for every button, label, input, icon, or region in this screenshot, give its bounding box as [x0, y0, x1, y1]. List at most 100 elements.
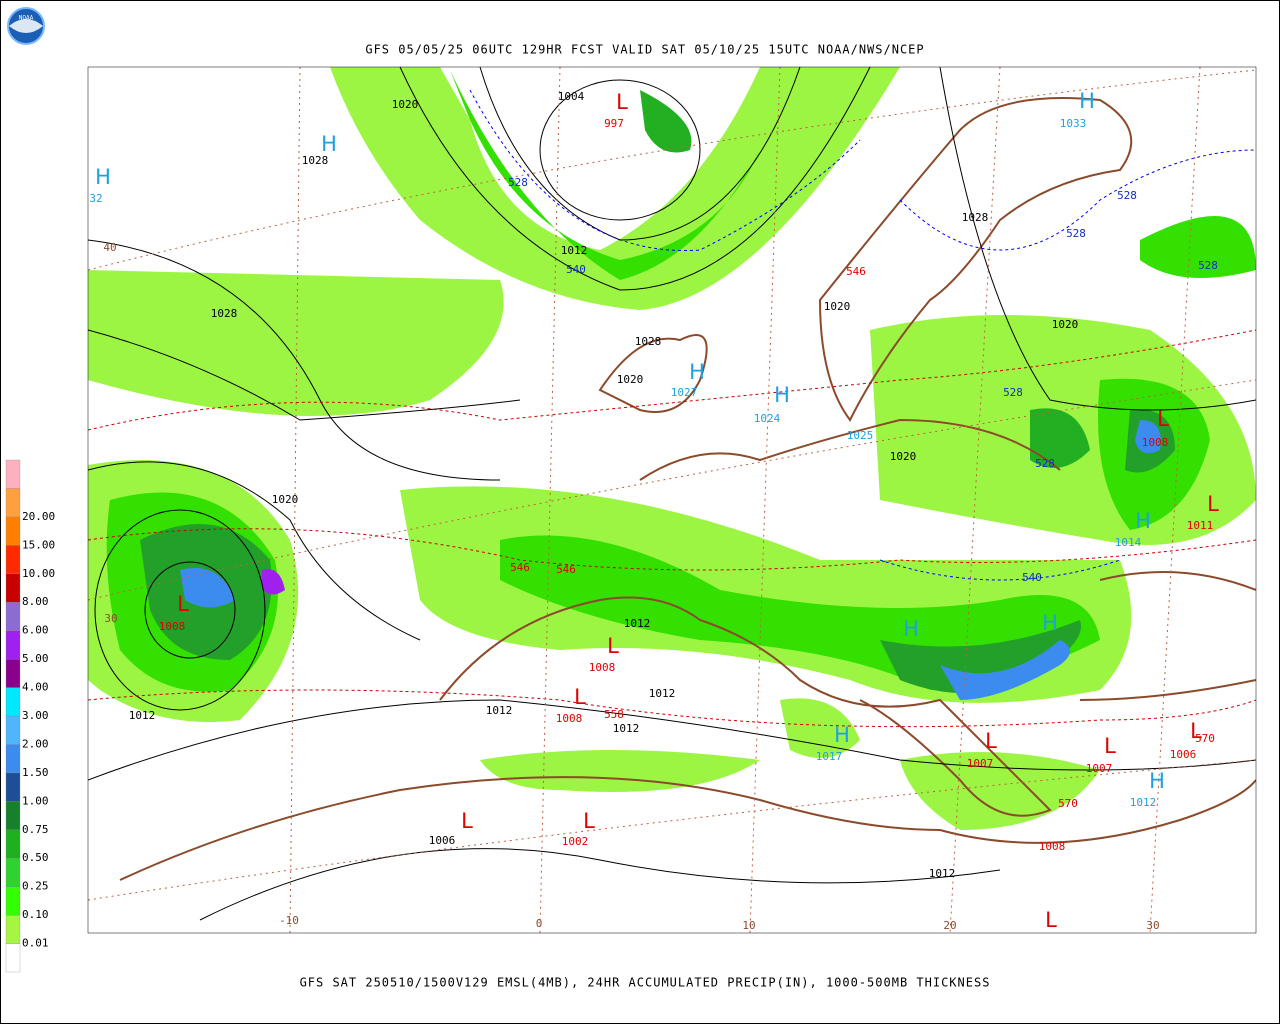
contour-label: -10 — [279, 914, 299, 927]
contour-label: 1012 — [624, 617, 651, 630]
contour-label: 20 — [943, 919, 956, 932]
precip-legend: 0.01 0.10 0.25 0.50 0.75 1.00 1.50 2.00 3.00 4.00… — [5, 459, 55, 973]
map-border — [87, 66, 1257, 934]
legend-label: 0.10 — [22, 908, 49, 921]
map-area: L99710041020H1028H324052810125401028H103… — [88, 67, 1256, 933]
contour-label: 570 — [1058, 797, 1078, 810]
contour-label: 32 — [89, 192, 102, 205]
contour-label: 1007 — [967, 757, 994, 770]
contour-label: 1012 — [649, 687, 676, 700]
pressure-center: L — [1207, 492, 1219, 516]
contour-label: 1004 — [558, 90, 585, 103]
contour-label: 546 — [846, 265, 866, 278]
contour-label: 570 — [1195, 732, 1215, 745]
legend-label: 5.00 — [22, 652, 49, 665]
contour-label: 528 — [1066, 227, 1086, 240]
contour-label: 1008 — [1039, 840, 1066, 853]
legend-swatch — [5, 858, 21, 887]
contour-label: 1008 — [556, 712, 583, 725]
pressure-center: H — [95, 165, 111, 189]
contour-label: 1014 — [1115, 536, 1142, 549]
contour-label: 528 — [1198, 259, 1218, 272]
pressure-center: L — [583, 809, 595, 833]
header-title: GFS 05/05/25 06UTC 129HR FCST VALID SAT … — [365, 43, 924, 57]
lat-lon-grid — [88, 67, 1256, 933]
contour-label: 1028 — [962, 211, 989, 224]
contour-label: 10 — [742, 919, 755, 932]
legend-label: 0.01 — [22, 937, 49, 950]
contour-label: 1012 — [486, 704, 513, 717]
legend-swatch — [5, 516, 21, 546]
contour-label: 546 — [556, 563, 576, 576]
legend-label: 0.25 — [22, 880, 49, 893]
legend-swatch — [5, 488, 21, 518]
contour-label: 1012 — [1130, 796, 1157, 809]
contour-label: 1020 — [824, 300, 851, 313]
legend-label: 6.00 — [22, 624, 49, 637]
pressure-center: H — [1042, 611, 1058, 635]
contour-label: 528 — [508, 176, 528, 189]
contour-label: 1012 — [561, 244, 588, 257]
legend-label: 1.00 — [22, 794, 49, 807]
contour-label: 1011 — [1187, 519, 1214, 532]
contour-label: 1020 — [1052, 318, 1079, 331]
precip-shading — [88, 67, 1256, 830]
pressure-center: H — [1149, 769, 1165, 793]
legend-label: 8.00 — [22, 595, 49, 608]
legend-label: 10.00 — [22, 567, 55, 580]
contour-label: 1033 — [1060, 117, 1087, 130]
contour-label: 1020 — [617, 373, 644, 386]
contour-label: 1028 — [302, 154, 329, 167]
pressure-center: H — [321, 132, 337, 156]
contour-label: 1025 — [847, 429, 874, 442]
contour-label: 1012 — [929, 867, 956, 880]
legend-swatch — [5, 715, 21, 745]
pressure-center: L — [1157, 407, 1169, 431]
contour-label: 1008 — [159, 620, 186, 633]
contour-label: 546 — [510, 561, 530, 574]
footer-caption: GFS SAT 250510/1500V129 EMSL(4MB), 24HR … — [300, 976, 991, 990]
contour-label: 1007 — [1086, 762, 1113, 775]
contour-label: 1027 — [671, 386, 698, 399]
contour-label: 1008 — [1142, 436, 1169, 449]
isobars — [88, 67, 1256, 921]
contour-label: 1020 — [272, 493, 299, 506]
pressure-center: L — [177, 592, 189, 616]
pressure-center: L — [1104, 734, 1116, 758]
contour-label: 30 — [104, 612, 117, 625]
legend-swatch — [5, 744, 21, 774]
logo-text: NOAA — [19, 15, 34, 22]
legend-label: 0.75 — [22, 823, 49, 836]
pressure-center: L — [1190, 719, 1202, 743]
pressure-center: H — [689, 360, 705, 384]
pressure-center: L — [461, 809, 473, 833]
pressure-center: H — [834, 723, 850, 747]
contour-label: 1028 — [635, 335, 662, 348]
legend-label: 3.00 — [22, 709, 49, 722]
legend-label: 15.00 — [22, 538, 55, 551]
pressure-center: L — [616, 90, 628, 114]
contour-label: 528 — [1003, 386, 1023, 399]
map-labels: L99710041020H1028H324052810125401028H103… — [89, 89, 1219, 932]
legend-swatch — [5, 801, 21, 830]
legend-swatch — [5, 886, 21, 916]
contour-label: 997 — [604, 117, 624, 130]
contour-label: 1006 — [429, 834, 456, 847]
contour-label: 558 — [604, 708, 624, 721]
legend-swatch — [5, 602, 21, 631]
contour-label: 540 — [1022, 571, 1042, 584]
thickness-lines — [88, 89, 1256, 728]
contour-label: 1017 — [816, 750, 843, 763]
legend-label: 4.00 — [22, 681, 49, 694]
pressure-center: H — [1135, 509, 1151, 533]
contour-label: 1020 — [890, 450, 917, 463]
contour-label: 540 — [566, 263, 586, 276]
contour-label: 1012 — [129, 709, 156, 722]
legend-swatch — [5, 829, 21, 859]
contour-label: 40 — [103, 241, 116, 254]
legend-label: 2.00 — [22, 737, 49, 750]
legend-swatch — [5, 687, 21, 717]
pressure-center: H — [774, 383, 790, 407]
contour-label: 1012 — [613, 722, 640, 735]
